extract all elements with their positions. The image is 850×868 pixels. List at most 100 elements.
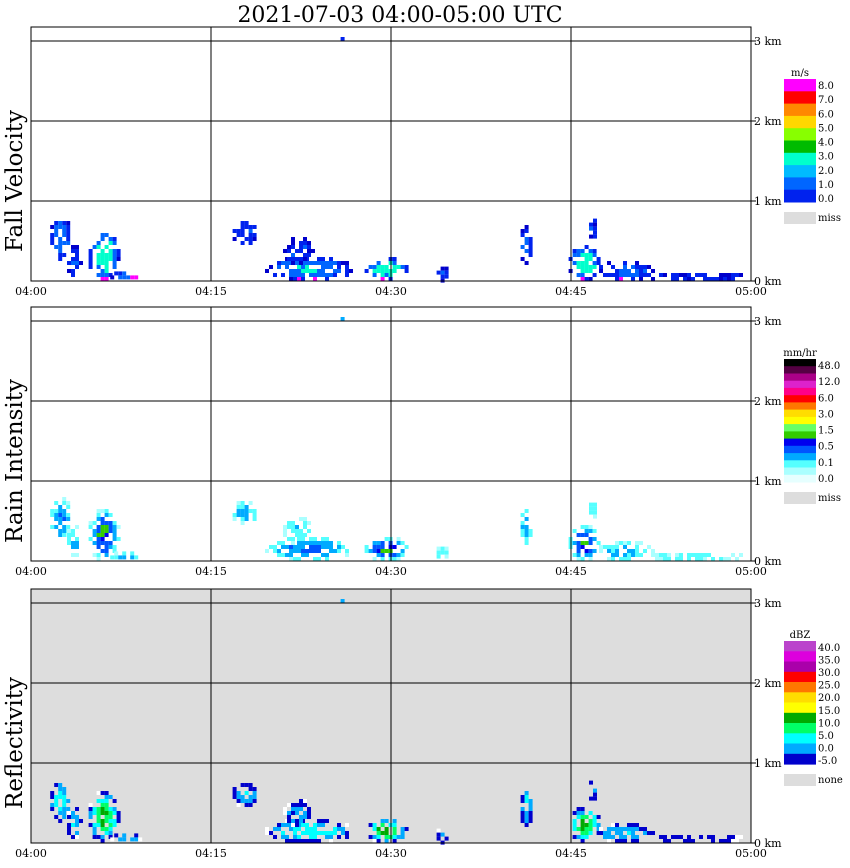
echo-cell xyxy=(325,819,329,823)
echo-cell xyxy=(240,233,245,237)
echo-cell xyxy=(104,253,109,257)
echo-cell xyxy=(400,835,405,839)
echo-cell xyxy=(236,505,241,509)
echo-cell xyxy=(92,529,97,533)
echo-cell xyxy=(58,225,63,229)
echo-cell xyxy=(122,837,127,842)
echo-cell xyxy=(100,835,105,839)
echo-cell xyxy=(303,799,307,803)
colorbar-level: 6.0 xyxy=(818,109,834,120)
echo-cell xyxy=(337,261,341,265)
colorbar-swatch xyxy=(784,474,816,483)
echo-cell xyxy=(236,509,241,513)
echo-cell xyxy=(62,229,67,233)
echo-cell xyxy=(592,549,597,553)
echo-cell xyxy=(104,545,109,549)
echo-cell xyxy=(67,831,71,835)
echo-cell xyxy=(58,509,63,513)
echo-cell xyxy=(252,787,257,791)
echo-cell xyxy=(313,823,317,827)
echo-cell xyxy=(588,823,593,827)
colorbar-swatch xyxy=(784,115,816,129)
echo-cell xyxy=(524,229,529,233)
echo-cell xyxy=(293,545,297,549)
echo-cell xyxy=(118,275,123,280)
echo-cell xyxy=(122,555,127,560)
echo-cell xyxy=(584,553,589,557)
echo-cell xyxy=(691,553,695,557)
echo-cell xyxy=(528,237,533,241)
echo-cell xyxy=(96,541,101,545)
echo-cell xyxy=(337,827,341,831)
echo-cell xyxy=(285,553,289,557)
colorbar-swatch xyxy=(784,366,816,374)
echo-cell xyxy=(345,553,349,557)
echo-cell xyxy=(283,249,287,253)
echo-cell xyxy=(325,537,329,541)
echo-cell xyxy=(572,819,577,823)
echo-cell xyxy=(572,249,577,253)
echo-cell xyxy=(303,517,307,521)
echo-cell xyxy=(58,249,63,253)
echo-cell xyxy=(71,249,75,253)
echo-cell xyxy=(293,273,297,277)
echo-cell xyxy=(273,549,277,553)
echo-cell xyxy=(639,827,643,831)
echo-cell xyxy=(112,537,117,541)
colorbar-level: 4.0 xyxy=(818,138,834,149)
echo-cell xyxy=(303,237,307,241)
echo-cell xyxy=(295,807,299,811)
echo-cell xyxy=(580,273,585,277)
echo-cell xyxy=(112,549,117,553)
echo-cell xyxy=(444,274,449,279)
echo-cell xyxy=(337,269,341,273)
echo-cell xyxy=(392,261,397,265)
echo-cell xyxy=(116,811,121,815)
echo-cell xyxy=(92,521,97,525)
echo-cell xyxy=(305,269,309,273)
echo-cell xyxy=(611,553,615,557)
echo-cell xyxy=(313,545,317,549)
colorbar-swatch xyxy=(784,431,816,440)
echo-cell xyxy=(599,545,603,549)
echo-cell xyxy=(584,541,589,545)
echo-cell xyxy=(376,827,381,831)
echo-cell xyxy=(75,553,79,557)
colorbar-swatch xyxy=(784,743,816,755)
echo-cell xyxy=(588,831,593,835)
echo-cell xyxy=(675,273,679,277)
echo-cell xyxy=(104,269,109,273)
echo-cell xyxy=(703,277,707,281)
echo-cell xyxy=(50,225,55,229)
echo-cell xyxy=(297,557,301,561)
y-tick-label: 0 km xyxy=(754,837,782,850)
echo-cell xyxy=(283,525,287,529)
echo-cell xyxy=(244,783,249,787)
y-tick-label: 3 km xyxy=(754,315,782,328)
echo-cell xyxy=(396,835,401,839)
echo-cell xyxy=(593,218,597,223)
echo-cell xyxy=(287,245,291,249)
echo-cell xyxy=(281,823,285,827)
echo-cell xyxy=(337,545,341,549)
echo-cell xyxy=(380,823,385,827)
echo-cell xyxy=(584,265,589,269)
echo-cell xyxy=(309,827,313,831)
echo-cell xyxy=(639,269,643,273)
echo-cell xyxy=(305,839,309,843)
y-axis-title: Rain Intensity xyxy=(2,379,28,543)
echo-cell xyxy=(71,815,75,819)
echo-cell xyxy=(631,835,635,839)
colorbar-swatch xyxy=(784,460,816,468)
echo-cell xyxy=(287,819,291,823)
echo-cell xyxy=(619,277,623,281)
echo-cell xyxy=(317,541,321,545)
colorbar-swatch xyxy=(784,641,816,652)
echo-cell xyxy=(104,509,109,513)
echo-cell xyxy=(66,525,71,529)
echo-cell xyxy=(392,257,397,261)
echo-cell xyxy=(333,273,337,277)
echo-cell xyxy=(301,545,305,549)
colorbar-swatch xyxy=(784,438,816,447)
echo-cell xyxy=(321,257,325,261)
